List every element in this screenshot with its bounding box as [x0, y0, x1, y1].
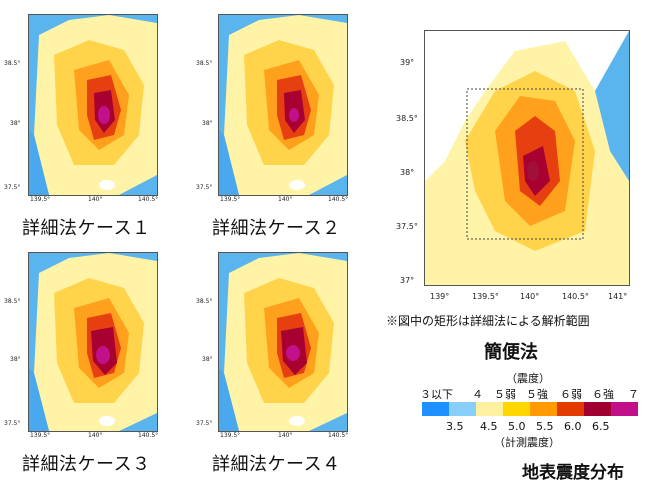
case1-caption: 詳細法ケース１	[22, 218, 151, 239]
case3-lat-tick-2: 38°	[10, 356, 21, 363]
legend-color-bar	[422, 402, 638, 416]
simple-lat-tick-1: 39°	[400, 58, 415, 67]
case4-lat-tick-2: 38°	[202, 356, 213, 363]
case3-lon-tick-3: 140.5°	[138, 432, 159, 439]
legend-swatch-7	[584, 402, 611, 416]
legend-class-6: ６強	[592, 388, 614, 401]
case2-intensity-map	[219, 15, 347, 195]
case3-map	[28, 252, 158, 432]
case2-lon-tick-3: 140.5°	[328, 196, 349, 203]
case4-lat-tick-1: 38.5°	[196, 298, 213, 305]
legend-value-3: 5.0	[508, 420, 526, 433]
simple-lon-tick-3: 140°	[520, 292, 540, 301]
simple-lat-tick-4: 37.5°	[396, 222, 418, 231]
legend-swatch-3	[476, 402, 503, 416]
case2-lon-tick-2: 140°	[278, 196, 293, 203]
analysis-range-note: ※図中の矩形は詳細法による解析範囲	[386, 314, 590, 328]
legend-value-1: 3.5	[446, 420, 464, 433]
case4-intensity-map	[219, 253, 347, 431]
case3-lon-tick-2: 140°	[88, 432, 103, 439]
case2-map	[218, 14, 348, 196]
case1-lat-tick-2: 38°	[10, 120, 21, 127]
legend-value-5: 6.0	[564, 420, 582, 433]
simple-lat-tick-3: 38°	[400, 168, 415, 177]
simple-method-map	[424, 30, 630, 286]
simple-lat-tick-5: 37°	[400, 276, 415, 285]
legend-value-4: 5.5	[536, 420, 554, 433]
case1-lon-tick-2: 140°	[88, 196, 103, 203]
legend-class-5: ６弱	[560, 388, 582, 401]
case3-lat-tick-1: 38.5°	[4, 298, 21, 305]
case3-caption: 詳細法ケース３	[22, 454, 151, 475]
case3-intensity-map	[29, 253, 157, 431]
case1-lon-tick-3: 140.5°	[138, 196, 159, 203]
legend-class-7: ７	[628, 388, 639, 401]
simple-intensity-map	[425, 31, 629, 285]
simple-lon-tick-5: 141°	[608, 292, 628, 301]
case1-lon-tick-1: 139.5°	[30, 196, 51, 203]
case4-lon-tick-2: 140°	[278, 432, 293, 439]
case4-lon-tick-3: 140.5°	[328, 432, 349, 439]
case2-lat-tick-1: 38.5°	[196, 60, 213, 67]
legend-value-6: 6.5	[592, 420, 610, 433]
case4-caption: 詳細法ケース４	[212, 454, 341, 475]
legend-swatch-1	[422, 402, 449, 416]
legend-class-4: ５強	[526, 388, 548, 401]
case4-lat-tick-3: 37.5°	[196, 420, 213, 427]
case1-map	[28, 14, 158, 196]
figure-title: 地表震度分布	[522, 463, 624, 483]
case4-map	[218, 252, 348, 432]
case3-lat-tick-3: 37.5°	[4, 420, 21, 427]
case1-lat-tick-3: 37.5°	[4, 184, 21, 191]
case1-intensity-map	[29, 15, 157, 195]
legend-class-2: ４	[472, 388, 483, 401]
simple-lat-tick-2: 38.5°	[396, 114, 418, 123]
legend-swatch-5	[530, 402, 557, 416]
simple-lon-tick-4: 140.5°	[562, 292, 589, 301]
legend-class-3: ５弱	[494, 388, 516, 401]
legend-swatch-8	[611, 402, 638, 416]
case2-caption: 詳細法ケース２	[212, 218, 341, 239]
legend-value-2: 4.5	[480, 420, 498, 433]
legend-bottom-label: （計測震度）	[494, 436, 560, 449]
simple-method-title: 簡便法	[484, 342, 538, 363]
case2-lon-tick-1: 139.5°	[220, 196, 241, 203]
case3-lon-tick-1: 139.5°	[30, 432, 51, 439]
simple-lon-tick-1: 139°	[430, 292, 450, 301]
case1-lat-tick-1: 38.5°	[4, 60, 21, 67]
legend-swatch-2	[449, 402, 476, 416]
legend-swatch-4	[503, 402, 530, 416]
case2-lat-tick-2: 38°	[202, 120, 213, 127]
case2-lat-tick-3: 37.5°	[196, 184, 213, 191]
legend-swatch-6	[557, 402, 584, 416]
case4-lon-tick-1: 139.5°	[220, 432, 241, 439]
legend-class-1: ３以下	[420, 388, 453, 401]
simple-lon-tick-2: 139.5°	[472, 292, 499, 301]
legend-top-label: （震度）	[506, 372, 550, 385]
